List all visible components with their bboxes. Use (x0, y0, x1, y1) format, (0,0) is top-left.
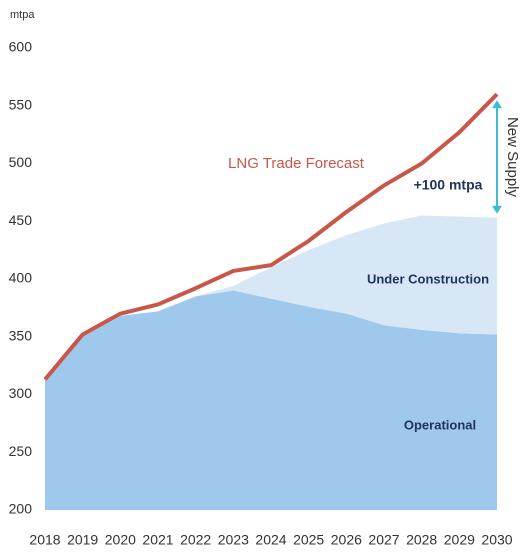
arrow-head (492, 100, 502, 109)
line-label: LNG Trade Forecast (228, 155, 365, 172)
new-supply-label: New Supply (504, 117, 521, 198)
y-tick-label: 450 (9, 212, 33, 228)
x-tick-label: 2026 (331, 532, 362, 548)
x-tick-label: 2019 (67, 532, 98, 548)
x-tick-label: 2027 (368, 532, 399, 548)
area-label: Operational (404, 417, 476, 432)
gap-annotation: +100 mtpa (414, 177, 483, 193)
arrow-head (492, 205, 502, 214)
x-tick-label: 2018 (29, 532, 60, 548)
y-tick-label: 600 (9, 39, 33, 55)
x-tick-label: 2022 (180, 532, 211, 548)
y-tick-label: 500 (9, 154, 33, 170)
x-tick-label: 2025 (293, 532, 324, 548)
area (45, 290, 497, 510)
y-tick-label: 350 (9, 327, 33, 343)
forecast-line (43, 92, 499, 381)
x-tick-label: 2030 (481, 532, 512, 548)
x-tick-label: 2023 (218, 532, 249, 548)
x-tick-label: 2024 (255, 532, 286, 548)
y-unit-label: mtpa (10, 9, 35, 21)
x-tick-label: 2020 (105, 532, 136, 548)
area (45, 215, 497, 381)
x-tick-label: 2021 (142, 532, 173, 548)
y-tick-label: 550 (9, 96, 33, 112)
y-tick-label: 400 (9, 270, 33, 286)
y-tick-label: 300 (9, 385, 33, 401)
area-label: Under Construction (367, 271, 489, 286)
y-tick-label: 250 (9, 443, 33, 459)
y-tick-label: 200 (9, 501, 33, 517)
x-tick-label: 2029 (444, 532, 475, 548)
x-tick-label: 2028 (406, 532, 437, 548)
